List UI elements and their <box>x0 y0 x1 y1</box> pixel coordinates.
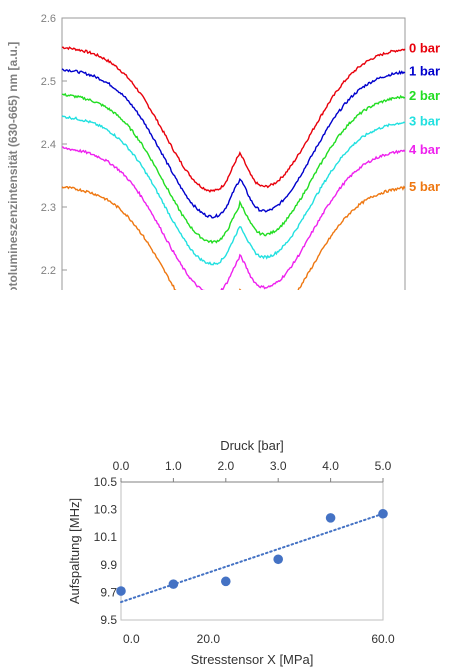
y-tick-label: 10.5 <box>94 475 118 489</box>
series-line-3 <box>61 115 406 266</box>
series-label-5: 5 bar <box>409 179 440 194</box>
top-tick-label: 4.0 <box>322 459 339 473</box>
data-point-1 <box>168 579 179 589</box>
x-tick-label: 20.0 <box>197 632 221 646</box>
series-line-1 <box>61 68 406 219</box>
y-tick-label: 2.4 <box>41 139 56 151</box>
series-label-4: 4 bar <box>409 142 440 157</box>
top-tick-label: 3.0 <box>270 459 287 473</box>
top-tick-label: 1.0 <box>165 459 182 473</box>
y-tick-label: 2.2 <box>41 265 56 277</box>
top-tick-label: 2.0 <box>217 459 234 473</box>
y-tick-label: 2.5 <box>41 76 56 88</box>
data-point-4 <box>325 513 336 523</box>
plot-frame <box>120 481 384 621</box>
series-line-2 <box>62 92 406 245</box>
y-axis-title: Aufspaltung [MHz] <box>67 498 82 604</box>
top-tick-label: 0.0 <box>113 459 130 473</box>
x-tick-label: 60.0 <box>371 632 395 646</box>
trendline <box>120 512 384 604</box>
series-line-4 <box>61 146 406 290</box>
y-tick-label: 2.3 <box>41 202 56 214</box>
series-label-3: 3 bar <box>409 114 440 129</box>
y-tick-label: 10.3 <box>94 503 118 517</box>
series-label-1: 1 bar <box>409 63 440 78</box>
y-tick-label: 10.1 <box>94 530 118 544</box>
x-tick-label: 0.0 <box>123 632 140 646</box>
data-point-2 <box>221 576 231 587</box>
y-tick-label: 2.6 <box>41 13 56 25</box>
data-point-5 <box>378 508 388 519</box>
series-line-5 <box>61 185 406 290</box>
y-tick-label: 9.7 <box>100 585 117 599</box>
y-axis-title: Photolumineszenzintensität (630-665) nm … <box>6 42 20 290</box>
top-tick-label: 5.0 <box>375 459 392 473</box>
y-tick-label: 9.9 <box>100 558 117 572</box>
photoluminescence-chart: 2.12.22.32.42.52.628502860287028802890Ph… <box>6 13 440 290</box>
data-point-3 <box>273 554 284 565</box>
series-line-0 <box>61 46 406 193</box>
top-axis-title: Druck [bar] <box>220 438 284 453</box>
y-tick-label: 9.5 <box>100 613 117 627</box>
plot-frame <box>61 17 406 290</box>
data-point-0 <box>116 586 126 596</box>
series-label-2: 2 bar <box>409 88 440 103</box>
series-label-0: 0 bar <box>409 41 440 56</box>
x-axis-title: Stresstensor X [MPa] <box>191 652 314 667</box>
